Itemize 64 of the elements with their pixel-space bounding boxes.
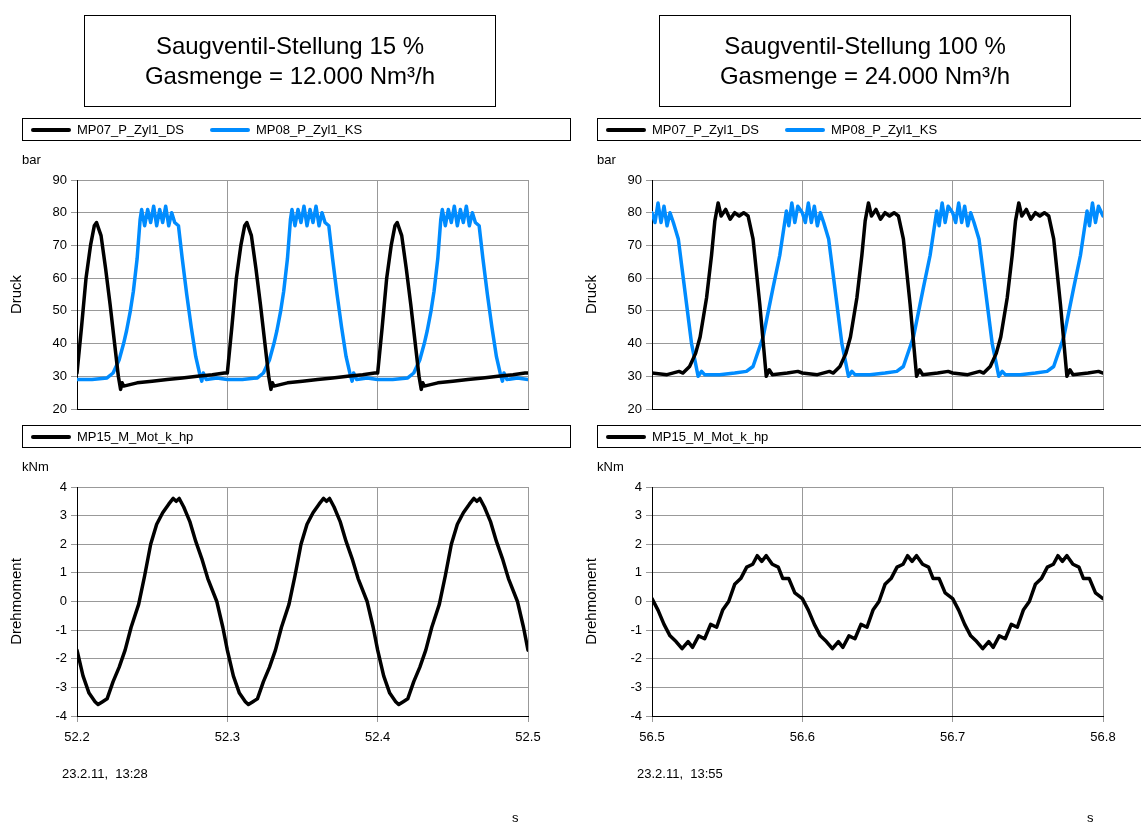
y-tick-label: 1	[634, 564, 642, 580]
y-tick-label: 70	[627, 237, 642, 253]
legend-label: MP07_P_Zyl1_DS	[77, 122, 184, 137]
y-tick-label: 50	[627, 302, 642, 318]
y-tick-label: 0	[59, 593, 67, 609]
text: 23.2.11, 13:28	[62, 766, 148, 781]
y-tick-label: 1	[59, 564, 67, 580]
legend-label: MP15_M_Mot_k_hp	[77, 429, 194, 444]
y-tick-label: -1	[55, 621, 67, 637]
y-tick-label: 3	[59, 507, 67, 523]
x-axis-title: s	[1087, 810, 1094, 823]
x-tick-label: 56.7	[940, 729, 966, 745]
x-tick-label: 56.6	[789, 729, 815, 745]
y-tick-label: 60	[627, 269, 642, 285]
chart-title: Saugventil-Stellung 100 %	[724, 31, 1006, 61]
legend-label: MP15_M_Mot_k_hp	[652, 429, 769, 444]
text: kNm	[597, 459, 624, 474]
y-tick-label: -3	[630, 678, 642, 694]
text: bar	[597, 152, 616, 167]
y-tick-label: 4	[59, 478, 67, 494]
legend-label: MP08_P_Zyl1_KS	[255, 122, 363, 137]
y-tick-label: -2	[55, 650, 67, 666]
y-tick-label: 20	[52, 400, 67, 416]
y-tick-label: 80	[627, 204, 642, 220]
y-tick-label: -4	[55, 707, 67, 723]
y-tick-label: 70	[52, 237, 67, 253]
legend-label: MP08_P_Zyl1_KS	[830, 122, 938, 137]
y-tick-label: -3	[55, 678, 67, 694]
x-axis-title: s	[512, 810, 519, 823]
y-tick-label: 40	[52, 335, 67, 351]
x-tick-label: 52.3	[214, 729, 240, 745]
x-tick-label: 56.8	[1090, 729, 1116, 745]
y-tick-label: 0	[634, 593, 642, 609]
x-tick-label: 52.5	[515, 729, 541, 745]
y-tick-label: -4	[630, 707, 642, 723]
y-tick-label: 3	[634, 507, 642, 523]
y-tick-label: 30	[52, 367, 67, 383]
legend-label: MP07_P_Zyl1_DS	[652, 122, 759, 137]
y-tick-label: -1	[630, 621, 642, 637]
y-tick-label: 90	[627, 171, 642, 187]
y-tick-label: 60	[52, 269, 67, 285]
text: kNm	[22, 459, 49, 474]
chart-subtitle: Gasmenge = 24.000 Nm³/h	[719, 61, 1011, 91]
x-tick-label: 52.2	[64, 729, 90, 745]
y-axis-title: Drehmoment	[582, 557, 600, 645]
y-tick-label: -2	[630, 650, 642, 666]
y-tick-label: 4	[634, 478, 642, 494]
y-tick-label: 50	[52, 302, 67, 318]
chart-title: Saugventil-Stellung 15 %	[155, 31, 425, 61]
y-axis-title: Druck	[7, 274, 25, 315]
y-tick-label: 80	[52, 204, 67, 220]
y-tick-label: 40	[627, 335, 642, 351]
text: 23.2.11, 13:55	[637, 766, 723, 781]
y-tick-label: 2	[59, 535, 67, 551]
y-axis-title: Drehmoment	[7, 557, 25, 645]
text: bar	[22, 152, 41, 167]
y-axis-title: Druck	[582, 274, 600, 315]
chart-subtitle: Gasmenge = 12.000 Nm³/h	[144, 61, 436, 91]
y-tick-label: 20	[627, 400, 642, 416]
y-tick-label: 90	[52, 171, 67, 187]
y-tick-label: 2	[634, 535, 642, 551]
x-tick-label: 56.5	[639, 729, 665, 745]
y-tick-label: 30	[627, 367, 642, 383]
x-tick-label: 52.4	[365, 729, 391, 745]
